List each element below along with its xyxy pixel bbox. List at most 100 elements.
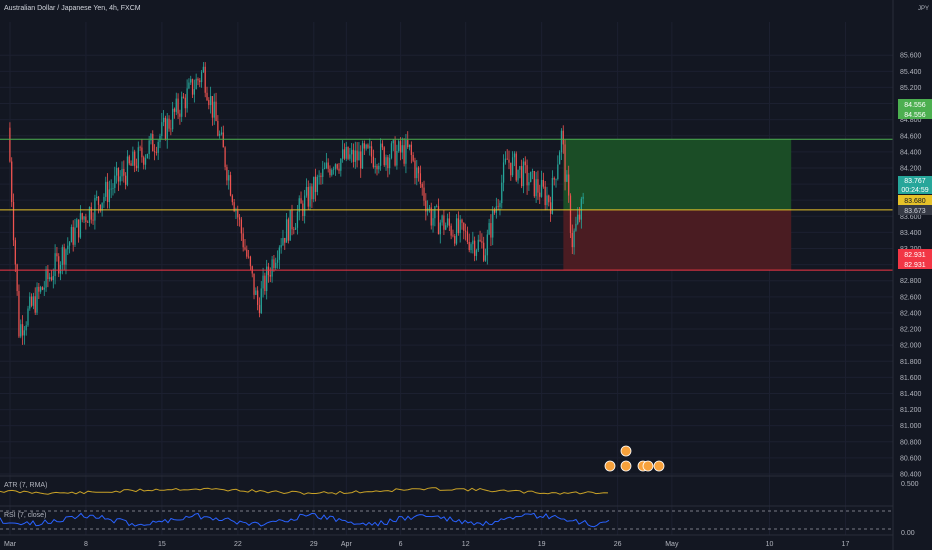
candle-body [164, 117, 167, 140]
candle-body [434, 206, 436, 219]
candle-body [540, 179, 543, 197]
candle-body [220, 132, 223, 135]
candle-body [361, 143, 364, 169]
candle-body [492, 209, 494, 238]
candle-body [235, 210, 237, 212]
candle-body [414, 160, 416, 179]
candle-body [148, 140, 150, 154]
price-tick-label: 84.200 [900, 165, 922, 172]
candle-body [506, 158, 508, 160]
candle-body [519, 166, 521, 170]
candle-body [126, 156, 129, 185]
candle-body [157, 142, 159, 153]
candle-body [526, 165, 528, 186]
candle-body [577, 214, 579, 224]
candle-body [247, 256, 250, 258]
price-tick-label: 81.600 [900, 375, 922, 382]
candle-body [425, 200, 427, 212]
candle-body [14, 240, 16, 265]
rsi-label[interactable]: RSI (7, close) [4, 512, 46, 519]
candle-body [557, 164, 559, 180]
candle-body [244, 247, 246, 250]
candle-body [81, 213, 83, 220]
candle-body [392, 140, 394, 144]
candle-body [63, 247, 65, 265]
candle-body [193, 89, 195, 95]
candle-body [238, 217, 241, 220]
candle-body [323, 168, 326, 169]
candle-body [566, 174, 568, 182]
candle-body [101, 202, 103, 211]
candle-body [296, 211, 299, 228]
candle-body [549, 202, 552, 214]
candle-body [497, 206, 499, 207]
candle-body [580, 198, 582, 220]
candle-body [408, 144, 411, 148]
candle-body [510, 162, 512, 176]
candle-body [30, 296, 33, 306]
price-axis[interactable] [893, 0, 932, 550]
candle-body [405, 140, 407, 164]
candle-body [224, 147, 226, 168]
candle-body [410, 144, 412, 155]
target-price-tag: 84.556 [898, 109, 932, 119]
time-tick-label: Mar [4, 541, 17, 548]
candle-body [161, 122, 163, 136]
candle-body [43, 287, 45, 290]
profit-zone[interactable] [563, 139, 792, 210]
svg-text:83.767: 83.767 [904, 178, 926, 185]
candle-body [253, 273, 255, 295]
candle-body [533, 171, 535, 197]
currency-label: JPY [918, 6, 929, 12]
atr-line [0, 487, 609, 495]
candle-body [490, 223, 492, 238]
candle-body [215, 101, 217, 122]
time-tick-label: 6 [399, 541, 403, 548]
candle-body [90, 207, 92, 220]
candle-body [285, 219, 288, 243]
price-tick-label: 81.000 [900, 423, 922, 430]
target-price-tag: 84.556 [898, 99, 932, 109]
candle-body [416, 167, 418, 179]
event-markers[interactable] [604, 445, 665, 472]
atr-label[interactable]: ATR (7, RMA) [4, 482, 47, 489]
entry-price-tag: 83.680 [898, 195, 932, 205]
candle-body [67, 245, 69, 250]
candle-body [363, 143, 365, 149]
candle-body [70, 227, 73, 243]
candle-body [257, 290, 259, 305]
candle-body [535, 179, 537, 197]
candle-body [511, 157, 514, 176]
candle-body [571, 233, 573, 248]
loss-zone[interactable] [563, 209, 792, 271]
candle-body [12, 202, 15, 241]
event-marker-icon[interactable] [620, 460, 632, 472]
stop-price-tag: 82.931 [898, 249, 932, 259]
candle-body [436, 206, 438, 207]
candle-body [450, 225, 452, 236]
candle-body [383, 147, 385, 166]
event-marker-icon[interactable] [604, 460, 616, 472]
candle-body [560, 130, 563, 153]
event-marker-icon[interactable] [653, 460, 665, 472]
event-marker-icon[interactable] [642, 460, 654, 472]
candle-body [278, 247, 280, 260]
symbol-title[interactable]: Australian Dollar / Japanese Yen, 4h, FX… [4, 5, 141, 12]
candle-body [515, 153, 517, 181]
candle-body [170, 128, 172, 130]
time-tick-label: 8 [84, 541, 88, 548]
price-tick-label: 82.600 [900, 294, 922, 301]
candle-body [186, 88, 188, 109]
candle-body [152, 134, 154, 152]
candle-body [530, 171, 532, 183]
price-tick-label: 81.400 [900, 391, 922, 398]
candle-body [74, 227, 76, 245]
candle-body [517, 169, 519, 181]
event-marker-icon[interactable] [620, 445, 632, 457]
candle-body [262, 275, 264, 289]
candle-body [83, 216, 85, 220]
candle-body [354, 150, 356, 162]
candle-body [121, 168, 123, 177]
candle-body [106, 181, 109, 203]
